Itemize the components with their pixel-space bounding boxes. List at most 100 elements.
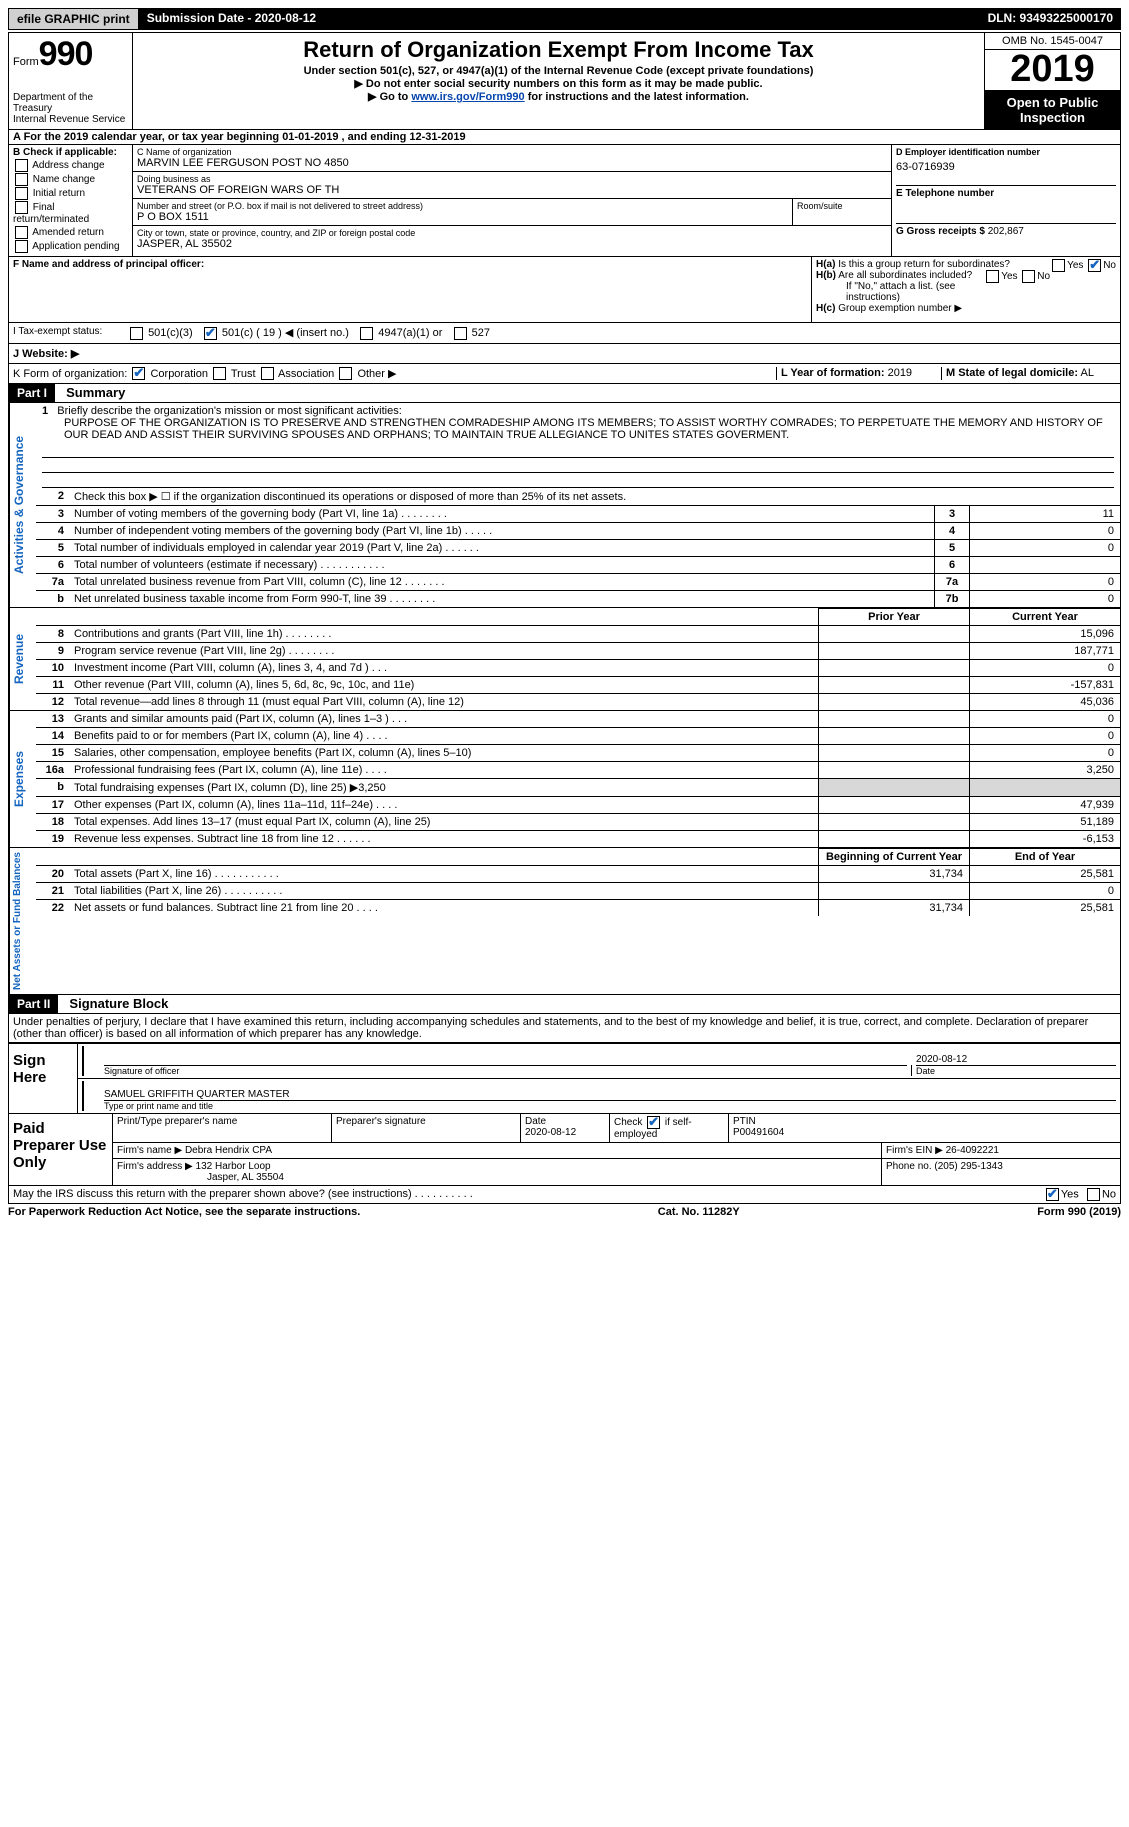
opt-4947: 4947(a)(1) or <box>378 327 442 339</box>
chk-corp[interactable] <box>132 367 145 380</box>
val14: 0 <box>970 728 1121 745</box>
sig-date-label: Date <box>916 1065 1116 1076</box>
row-j: J Website: ▶ <box>8 344 1121 364</box>
val11: -157,831 <box>970 677 1121 694</box>
row-fh: F Name and address of principal officer:… <box>8 257 1121 323</box>
form-subtitle: Under section 501(c), 527, or 4947(a)(1)… <box>139 65 978 77</box>
may-yes: Yes <box>1061 1189 1079 1201</box>
ein-value: 63-0716939 <box>896 161 1116 173</box>
na-section: Net Assets or Fund Balances Beginning of… <box>8 848 1121 995</box>
val7a: 0 <box>970 574 1121 591</box>
rev-section: Revenue Prior YearCurrent Year 8Contribu… <box>8 608 1121 711</box>
row-bcde: B Check if applicable: Address change Na… <box>8 145 1121 257</box>
line2: Check this box ▶ ☐ if the organization d… <box>70 488 1120 506</box>
line6: Total number of volunteers (estimate if … <box>70 557 935 574</box>
ptin-val: P00491604 <box>733 1127 1116 1138</box>
b21 <box>819 883 970 900</box>
val16a: 3,250 <box>970 762 1121 779</box>
chk-501c[interactable] <box>204 327 217 340</box>
dba-value: VETERANS OF FOREIGN WARS OF TH <box>137 184 887 196</box>
chk-amended[interactable]: Amended return <box>13 226 128 239</box>
sig-officer-label: Signature of officer <box>104 1065 907 1076</box>
part2-header-row: Part II Signature Block <box>8 995 1121 1014</box>
org-name: MARVIN LEE FERGUSON POST NO 4850 <box>137 157 887 169</box>
chk-self-employed[interactable] <box>647 1116 660 1129</box>
chk-assoc[interactable] <box>261 367 274 380</box>
val18: 51,189 <box>970 814 1121 831</box>
chk-address[interactable]: Address change <box>13 159 128 172</box>
line7a: Total unrelated business revenue from Pa… <box>70 574 935 591</box>
header-left: Form990 Department of the Treasury Inter… <box>9 33 133 129</box>
val9: 187,771 <box>970 643 1121 660</box>
chk-501c3[interactable] <box>130 327 143 340</box>
chk-app-pending[interactable]: Application pending <box>13 240 128 253</box>
chk-other[interactable] <box>339 367 352 380</box>
hc-row: H(c) Group exemption number ▶ <box>816 303 1116 314</box>
chk-final[interactable]: Final return/terminated <box>13 201 128 225</box>
line22: Net assets or fund balances. Subtract li… <box>70 900 819 917</box>
line10: Investment income (Part VIII, column (A)… <box>70 660 819 677</box>
dln: DLN: 93493225000170 <box>980 8 1121 30</box>
val13: 0 <box>970 711 1121 728</box>
sig-date-val: 2020-08-12 <box>916 1054 1116 1065</box>
k-label: K Form of organization: <box>13 368 127 380</box>
val5: 0 <box>970 540 1121 557</box>
type-name-label: Type or print name and title <box>104 1100 1116 1111</box>
room-label: Room/suite <box>797 201 887 211</box>
efile-button[interactable]: efile GRAPHIC print <box>8 8 139 30</box>
may-no: No <box>1102 1189 1116 1201</box>
chk-trust[interactable] <box>213 367 226 380</box>
line11: Other revenue (Part VIII, column (A), li… <box>70 677 819 694</box>
line15: Salaries, other compensation, employee b… <box>70 745 819 762</box>
part2-title: Signature Block <box>61 996 168 1011</box>
row-a: A For the 2019 calendar year, or tax yea… <box>8 130 1121 145</box>
tax-year: 2019 <box>985 50 1120 91</box>
current-year-header: Current Year <box>970 609 1121 626</box>
line13: Grants and similar amounts paid (Part IX… <box>70 711 819 728</box>
gross-receipts: 202,867 <box>988 226 1024 237</box>
line12: Total revenue—add lines 8 through 11 (mu… <box>70 694 819 711</box>
instr-1: ▶ Do not enter social security numbers o… <box>139 77 978 90</box>
chk-4947[interactable] <box>360 327 373 340</box>
line14: Benefits paid to or for members (Part IX… <box>70 728 819 745</box>
line16a: Professional fundraising fees (Part IX, … <box>70 762 819 779</box>
part1-header-row: Part I Summary <box>8 384 1121 403</box>
opt-527: 527 <box>472 327 490 339</box>
exp-table: 13Grants and similar amounts paid (Part … <box>36 711 1120 847</box>
officer-name-title: SAMUEL GRIFFITH QUARTER MASTER <box>104 1089 1116 1100</box>
chk-527[interactable] <box>454 327 467 340</box>
gov-table: 2Check this box ▶ ☐ if the organization … <box>36 488 1120 607</box>
chk-name[interactable]: Name change <box>13 173 128 186</box>
line18: Total expenses. Add lines 13–17 (must eq… <box>70 814 819 831</box>
na-table: Beginning of Current YearEnd of Year 20T… <box>36 848 1120 916</box>
na-label: Net Assets or Fund Balances <box>9 848 36 994</box>
line17: Other expenses (Part IX, column (A), lin… <box>70 797 819 814</box>
phone-label: Phone no. <box>886 1161 932 1172</box>
col-b: B Check if applicable: Address change Na… <box>9 145 133 256</box>
val3: 11 <box>970 506 1121 523</box>
opt-other: Other ▶ <box>357 368 396 380</box>
chk-may-yes[interactable] <box>1046 1188 1059 1201</box>
cat-no: Cat. No. 11282Y <box>658 1206 740 1218</box>
paperwork-notice: For Paperwork Reduction Act Notice, see … <box>8 1206 360 1218</box>
blank-line-3 <box>42 473 1114 488</box>
col-de: D Employer identification number 63-0716… <box>891 145 1120 256</box>
val7b: 0 <box>970 591 1121 608</box>
instr2-pre: ▶ Go to <box>368 91 411 103</box>
blank-line-1 <box>42 443 1114 458</box>
ein-label: D Employer identification number <box>896 147 1116 157</box>
val4: 0 <box>970 523 1121 540</box>
header-right: OMB No. 1545-0047 2019 Open to Public In… <box>984 33 1120 129</box>
form990-link[interactable]: www.irs.gov/Form990 <box>411 91 524 103</box>
chk-initial[interactable]: Initial return <box>13 187 128 200</box>
open-inspection: Open to Public Inspection <box>985 91 1120 129</box>
e-phone-label: E Telephone number <box>896 185 1116 199</box>
chk-may-no[interactable] <box>1087 1188 1100 1201</box>
opt-trust: Trust <box>231 368 256 380</box>
ha-row: H(a) H(a) Is this a group return for sub… <box>816 259 1116 270</box>
submission-date: Submission Date - 2020-08-12 <box>139 8 324 30</box>
form-title: Return of Organization Exempt From Incom… <box>139 37 978 63</box>
part1-title: Summary <box>58 385 125 400</box>
instr2-post: for instructions and the latest informat… <box>525 91 749 103</box>
gov-section: Activities & Governance 1 1 Briefly desc… <box>8 403 1121 608</box>
